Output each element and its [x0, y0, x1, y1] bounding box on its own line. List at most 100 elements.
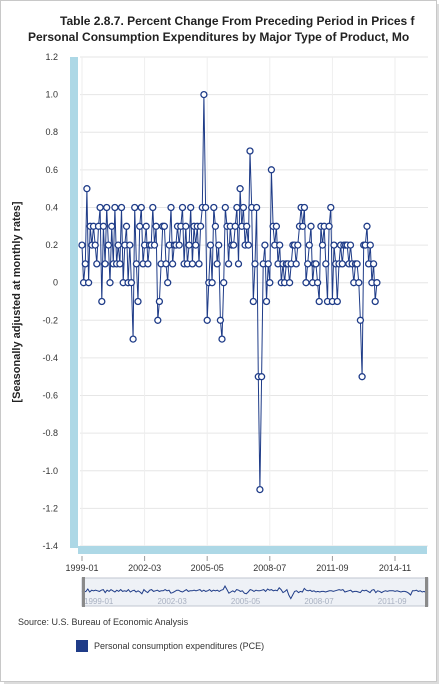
data-point: [154, 316, 162, 324]
data-point: [137, 203, 145, 212]
chart-svg: 1.2 1.0 0.8 0.6 0.4 0.2 0 -0.2 -0.4 -0.6 -0.8 -1.0 -…: [42, 52, 429, 607]
data-point: [131, 203, 139, 212]
data-point: [203, 316, 211, 324]
data-point: [262, 297, 271, 306]
y-tick-label: 0: [53, 278, 58, 288]
data-point: [231, 222, 239, 230]
data-point: [182, 222, 190, 230]
data-point: [108, 222, 116, 230]
chart-title-line-2: Personal Consumption Expenditures by Maj…: [28, 30, 410, 44]
data-point: [196, 222, 205, 230]
legend-swatch: [76, 640, 88, 652]
navigator-handle-right: [425, 577, 428, 607]
data-point: [256, 485, 264, 494]
y-tick-label: -1.2: [42, 503, 58, 513]
data-point: [294, 241, 302, 249]
data-point: [175, 241, 183, 249]
data-point: [373, 279, 381, 287]
data-point: [188, 260, 197, 268]
data-point: [234, 260, 243, 268]
data-point: [99, 222, 108, 230]
data-point: [249, 297, 257, 306]
data-point: [116, 260, 124, 268]
data-point: [224, 260, 233, 268]
data-point: [150, 241, 159, 249]
data-point: [168, 260, 177, 268]
y-tick-label: 0.8: [45, 127, 58, 137]
data-point: [322, 260, 330, 268]
data-point: [369, 260, 378, 268]
data-point: [355, 279, 363, 287]
data-point: [126, 241, 134, 249]
y-tick-label: 1.0: [45, 90, 58, 100]
navigator-label: 2008-07: [304, 597, 334, 606]
data-point: [98, 297, 106, 306]
legend-label: Personal consumption expenditures (PCE): [94, 641, 265, 651]
source-note: Source: U.S. Bureau of Economic Analysis: [18, 617, 189, 627]
data-point: [185, 241, 193, 249]
y-axis-bar: [70, 57, 78, 548]
data-point: [111, 203, 119, 212]
data-point: [142, 222, 150, 230]
y-tick-label: -0.8: [42, 428, 58, 438]
data-point: [216, 316, 225, 324]
y-tick-label: -0.4: [42, 353, 58, 363]
data-point: [167, 203, 175, 212]
data-point: [246, 147, 254, 155]
data-point: [221, 203, 229, 212]
data-point: [132, 260, 141, 268]
data-point: [330, 241, 338, 249]
data-point: [200, 90, 208, 99]
data-point: [78, 241, 86, 249]
x-tick-label: 1999-01: [65, 563, 98, 573]
data-point: [84, 279, 93, 287]
x-tick-label: 2011-09: [316, 563, 348, 573]
data-point: [363, 222, 371, 230]
data-point: [162, 260, 170, 268]
data-point: [251, 260, 259, 268]
data-point: [164, 279, 172, 287]
navigator-label: 2002-03: [157, 597, 187, 606]
navigator-label: 2005-05: [231, 597, 261, 606]
data-point: [239, 203, 248, 212]
data-point: [312, 260, 320, 268]
data-point: [195, 260, 203, 268]
data-point: [155, 297, 164, 306]
data-point: [358, 373, 366, 381]
data-point: [220, 279, 228, 287]
y-tick-label: 1.2: [45, 52, 58, 62]
navigator-label: 2011-09: [378, 597, 407, 606]
data-point: [366, 241, 374, 249]
data-point: [129, 335, 137, 343]
data-point: [208, 279, 216, 287]
data-point: [325, 222, 333, 230]
data-point: [136, 222, 144, 230]
data-point: [252, 203, 261, 212]
x-tick-label: 2002-03: [128, 563, 161, 573]
data-point: [178, 203, 187, 212]
data-point: [211, 222, 220, 230]
data-point: [338, 260, 346, 268]
data-point: [333, 297, 341, 306]
data-point: [117, 203, 126, 212]
legend[interactable]: Personal consumption expenditures (PCE): [76, 635, 264, 657]
data-point: [307, 222, 315, 230]
data-point: [160, 222, 169, 230]
data-point: [213, 260, 221, 268]
data-point: [292, 260, 300, 268]
data-point: [187, 203, 195, 212]
data-point: [264, 260, 272, 268]
data-point: [91, 241, 99, 249]
data-point: [149, 203, 157, 212]
data-point: [302, 279, 310, 287]
data-point: [300, 203, 309, 212]
data-point: [285, 279, 294, 287]
data-point: [233, 203, 241, 212]
x-tick-label: 2014-11: [379, 563, 411, 573]
data-point: [356, 316, 365, 324]
data-point: [266, 279, 274, 287]
data-point: [346, 241, 355, 249]
data-point: [236, 185, 244, 193]
data-point: [304, 260, 312, 268]
y-tick-label: -0.6: [42, 391, 58, 401]
